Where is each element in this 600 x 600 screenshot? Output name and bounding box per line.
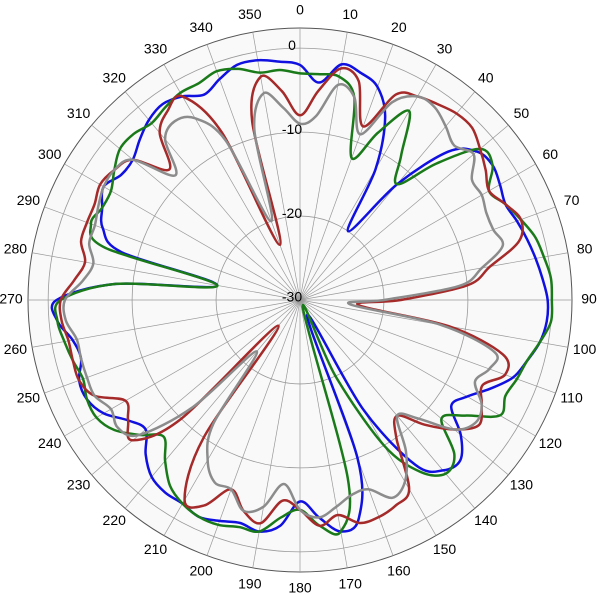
angle-tick-label: 230	[67, 476, 91, 492]
angle-tick-label: 70	[564, 192, 580, 208]
radial-grid-line	[163, 64, 301, 301]
grid-circle	[131, 131, 469, 469]
angle-tick-label: 170	[339, 575, 363, 591]
angle-tick-label: 30	[437, 40, 453, 56]
angle-tick-label: 130	[510, 476, 534, 492]
angle-tick-label: 250	[17, 390, 41, 406]
radial-tick-label: 0	[288, 37, 296, 53]
angle-tick-label: 200	[189, 562, 213, 578]
angle-tick-label: 260	[4, 341, 28, 357]
radial-grid-line	[124, 91, 301, 301]
angle-tick-label: 160	[387, 562, 411, 578]
radial-grid-line	[299, 206, 556, 301]
radial-grid-line	[299, 163, 536, 301]
angle-tick-label: 310	[67, 105, 91, 121]
angle-tick-label: 50	[514, 105, 530, 121]
angle-tick-label: 290	[17, 192, 41, 208]
radial-grid-line	[91, 124, 301, 301]
angle-tick-label: 240	[38, 435, 62, 451]
radial-grid-line	[124, 299, 301, 509]
angle-tick-label: 120	[539, 435, 563, 451]
angle-tick-label: 320	[103, 69, 127, 85]
radial-grid-line	[299, 64, 437, 301]
radial-grid-line	[206, 44, 301, 301]
radial-grid-line	[206, 299, 301, 556]
angle-tick-label: 110	[560, 390, 583, 406]
angle-tick-label: 150	[433, 541, 457, 557]
angle-tick-label: 0	[296, 2, 304, 18]
angle-tick-label: 280	[4, 241, 28, 257]
angle-tick-label: 210	[144, 541, 168, 557]
series-line	[58, 66, 524, 528]
angle-tick-label: 140	[474, 512, 498, 528]
angle-tick-label: 350	[238, 6, 262, 22]
radial-grid-line	[163, 299, 301, 536]
angle-tick-label: 190	[238, 575, 262, 591]
angle-tick-label: 340	[189, 19, 213, 35]
radial-tick-label: -10	[282, 121, 302, 137]
angle-tick-label: 330	[144, 40, 168, 56]
angle-tick-label: 220	[103, 512, 127, 528]
angle-tick-label: 20	[391, 19, 407, 35]
radial-grid-line	[299, 299, 536, 437]
angle-tick-label: 40	[478, 69, 494, 85]
radial-tick-label: -20	[282, 205, 302, 221]
angle-tick-label: 60	[542, 146, 558, 162]
radial-tick-label: -30	[282, 289, 302, 305]
radial-grid-line	[299, 299, 509, 476]
angle-tick-label: 80	[577, 241, 593, 257]
angle-tick-label: 90	[581, 291, 597, 307]
radial-grid-line	[299, 299, 348, 568]
radial-grid-line	[299, 252, 568, 301]
angle-tick-label: 300	[38, 146, 62, 162]
radial-grid-line	[91, 299, 301, 476]
angle-tick-label: 270	[0, 291, 23, 307]
series-line	[62, 83, 505, 519]
angle-tick-label: 180	[288, 580, 312, 596]
angle-tick-label: 100	[573, 341, 597, 357]
radial-grid-line	[32, 252, 301, 301]
angle-tick-label: 10	[342, 6, 358, 22]
